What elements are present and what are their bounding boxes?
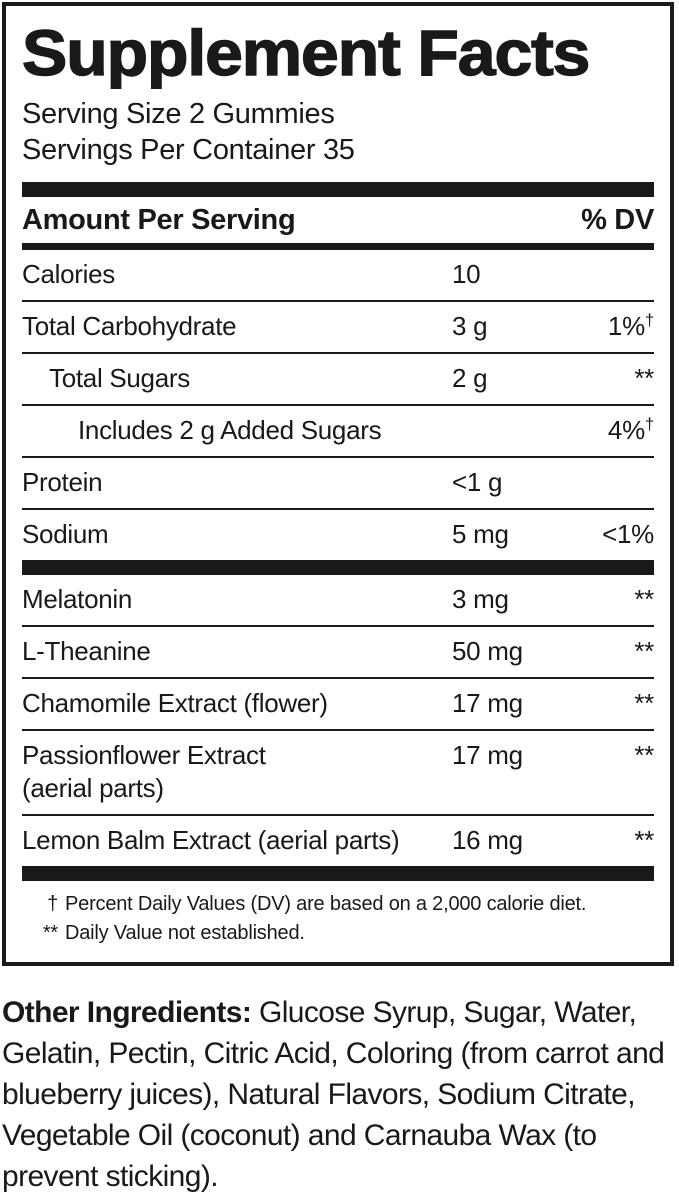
nutrient-dv: ** — [634, 584, 654, 614]
nutrient-amount: 50 mg — [452, 636, 523, 666]
table-row: Includes 2 g Added Sugars 4%† — [22, 404, 654, 456]
nutrient-dv: 1%† — [607, 310, 654, 341]
section-divider-bar — [22, 866, 654, 881]
nutrient-name: Chamomile Extract (flower) — [22, 688, 328, 718]
table-row: Lemon Balm Extract (aerial parts) 16 mg … — [22, 814, 654, 866]
table-row: Melatonin 3 mg ** — [22, 575, 654, 625]
table-row: Total Sugars 2 g ** — [22, 352, 654, 404]
other-ingredients: Other Ingredients: Glucose Syrup, Sugar,… — [2, 992, 677, 1197]
nutrient-dv: <1% — [602, 519, 654, 549]
nutrient-amount: 16 mg — [452, 825, 523, 855]
table-row: Calories 10 — [22, 250, 654, 300]
nutrient-amount: 3 mg — [452, 584, 509, 614]
column-header-row: Amount Per Serving % DV — [22, 197, 654, 243]
section-divider-bar — [22, 182, 654, 197]
amount-per-serving-header: Amount Per Serving — [22, 204, 296, 236]
serving-size: Serving Size 2 Gummies — [22, 98, 335, 130]
footnotes: † Percent Daily Values (DV) are based on… — [22, 881, 654, 954]
nutrient-name: Total Sugars — [49, 363, 190, 393]
table-row: Chamomile Extract (flower) 17 mg ** — [22, 677, 654, 729]
nutrient-name: Calories — [22, 259, 115, 289]
footnote: ** Daily Value not established. — [22, 919, 654, 948]
table-row: Sodium 5 mg <1% — [22, 508, 654, 560]
nutrient-dv: ** — [634, 825, 654, 855]
nutrient-dv: ** — [634, 636, 654, 666]
table-row: Protein <1 g — [22, 456, 654, 508]
nutrient-name: Passionflower Extract (aerial parts) — [22, 739, 654, 805]
section-divider-bar — [22, 560, 654, 575]
footnote-text: Percent Daily Values (DV) are based on a… — [65, 893, 587, 915]
header-rule — [22, 243, 654, 250]
footnote-symbol: ** — [42, 922, 58, 944]
nutrient-name: Melatonin — [22, 584, 133, 614]
footnote: † Percent Daily Values (DV) are based on… — [22, 890, 654, 919]
table-row: L-Theanine 50 mg ** — [22, 625, 654, 677]
nutrient-amount: 10 — [452, 259, 481, 289]
panel-title: Supplement Facts — [21, 16, 591, 89]
nutrient-name: L-Theanine — [22, 636, 151, 666]
table-row: Passionflower Extract (aerial parts) 17 m… — [22, 729, 654, 814]
other-ingredients-text: Glucose Syrup, Sugar, Water, Gelatin, Pe… — [2, 996, 665, 1193]
nutrient-name: Lemon Balm Extract (aerial parts) — [22, 825, 400, 855]
nutrient-dv: ** — [634, 740, 654, 770]
nutrient-name: Sodium — [22, 519, 109, 549]
nutrient-amount: <1 g — [452, 467, 503, 497]
nutrient-name: Includes 2 g Added Sugars — [78, 415, 382, 445]
nutrient-table: Calories 10 Total Carbohydrate 3 g 1%† T… — [22, 250, 654, 866]
supplement-facts-panel: Supplement Facts Serving Size 2 Gummies … — [2, 2, 674, 966]
nutrient-dv: ** — [634, 688, 654, 718]
nutrient-amount: 17 mg — [452, 740, 523, 770]
nutrient-name: Total Carbohydrate — [22, 311, 237, 341]
footnote-text: Daily Value not established. — [65, 922, 305, 944]
nutrient-amount: 17 mg — [452, 688, 523, 718]
footnote-symbol: † — [47, 893, 58, 915]
nutrient-dv: 4%† — [607, 414, 654, 445]
nutrient-name-line2: (aerial parts) — [22, 773, 164, 803]
table-row: Total Carbohydrate 3 g 1%† — [22, 300, 654, 352]
serving-info: Serving Size 2 Gummies Servings Per Cont… — [22, 96, 654, 168]
nutrient-amount: 5 mg — [452, 519, 509, 549]
nutrient-amount: 2 g — [452, 363, 488, 393]
nutrient-name: Protein — [22, 467, 103, 497]
percent-dv-header: % DV — [581, 204, 654, 236]
nutrient-dv: ** — [634, 363, 654, 393]
other-ingredients-label: Other Ingredients: — [2, 996, 252, 1029]
nutrient-amount: 3 g — [452, 311, 488, 341]
servings-per-container: Servings Per Container 35 — [22, 134, 355, 166]
